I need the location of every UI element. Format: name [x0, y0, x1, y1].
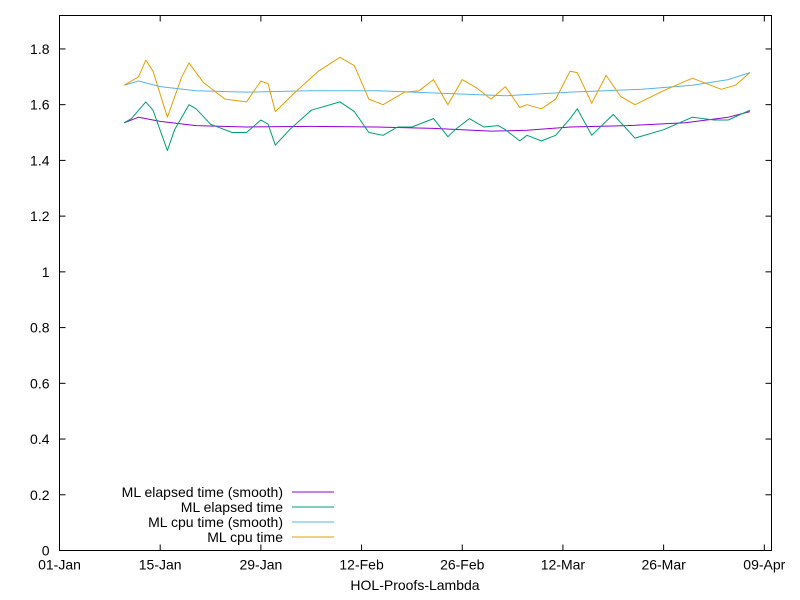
legend-label: ML cpu time (smooth) [148, 514, 283, 530]
x-tick-label: 09-Apr [743, 557, 785, 573]
x-tick-label: 26-Mar [641, 557, 686, 573]
y-tick-label: 0.4 [30, 431, 50, 447]
legend-label: ML cpu time [207, 529, 283, 545]
y-tick-label: 0.6 [30, 375, 50, 391]
y-tick-label: 1.4 [30, 152, 50, 168]
y-tick-label: 0.2 [30, 487, 50, 503]
y-tick-label: 1.6 [30, 97, 50, 113]
legend-label: ML elapsed time [181, 499, 283, 515]
x-tick-label: 29-Jan [239, 557, 282, 573]
series-line-3 [124, 72, 751, 97]
series-line-1 [124, 111, 751, 132]
series-line-2 [123, 101, 751, 152]
x-tick-label: 15-Jan [139, 557, 182, 573]
y-axis: 0 0.2 0.4 0.6 0.8 1 1.2 1.4 1.6 1.8 [30, 41, 772, 559]
x-tick-label: 01-Jan [38, 557, 81, 573]
x-tick-label: 12-Mar [541, 557, 586, 573]
x-axis: 01-Jan 15-Jan 29-Jan 12-Feb 26-Feb 12-Mar 26-M… [38, 15, 786, 573]
series-line-4 [123, 56, 751, 118]
series-layer [123, 56, 751, 152]
x-tick-label: 26-Feb [440, 557, 485, 573]
y-tick-label: 1.2 [30, 208, 50, 224]
y-tick-label: 1.8 [30, 41, 50, 57]
plot-frame [59, 15, 772, 551]
y-tick-label: 0 [42, 543, 50, 559]
y-tick-label: 1 [42, 264, 50, 280]
y-tick-label: 0.8 [30, 320, 50, 336]
legend: ML elapsed time (smooth)ML elapsed timeM… [122, 484, 334, 545]
legend-label: ML elapsed time (smooth) [122, 484, 283, 500]
x-tick-label: 12-Feb [339, 557, 384, 573]
x-axis-label: HOL-Proofs-Lambda [350, 577, 479, 593]
